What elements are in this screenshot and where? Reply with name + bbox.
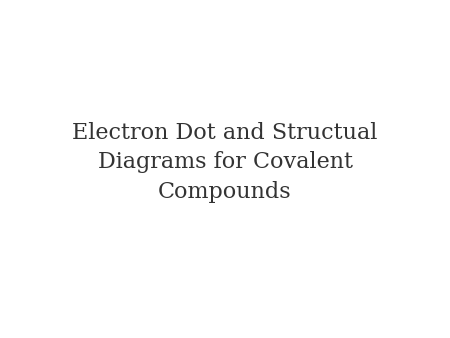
Text: Electron Dot and Structual
Diagrams for Covalent
Compounds: Electron Dot and Structual Diagrams for … [72, 122, 378, 203]
